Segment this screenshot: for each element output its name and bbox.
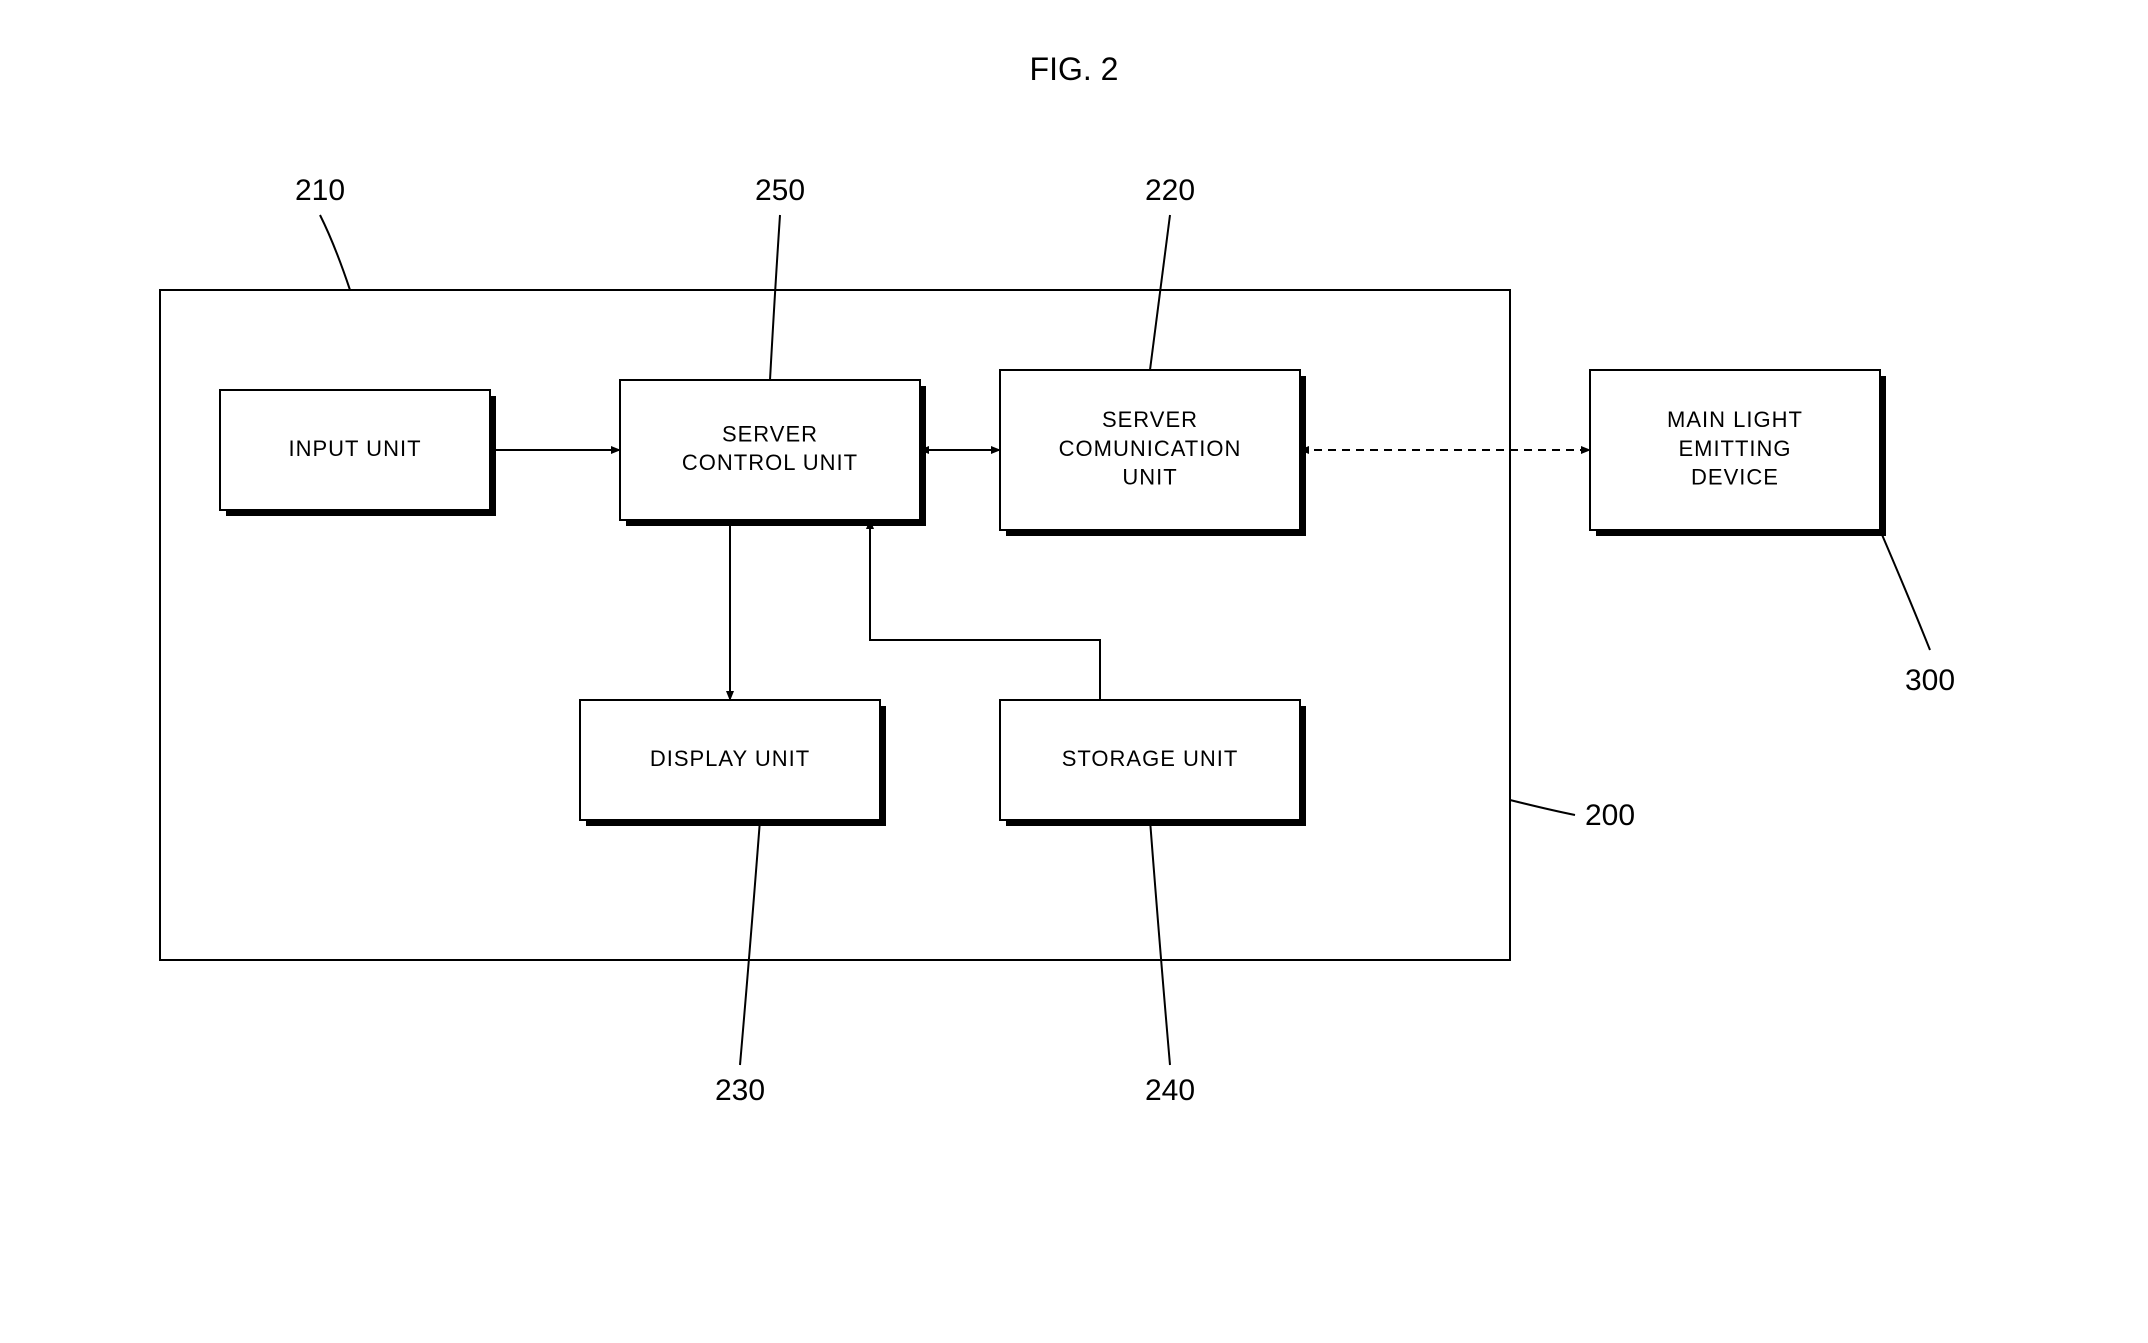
edge-storage-control	[870, 520, 1100, 700]
comm-label: SERVER	[1102, 407, 1198, 432]
figure-title: FIG. 2	[1030, 51, 1119, 87]
ref-210: 210	[295, 174, 345, 207]
control-label: CONTROL UNIT	[682, 450, 858, 475]
main-label: EMITTING	[1678, 436, 1791, 461]
input-label: INPUT UNIT	[288, 436, 421, 461]
ref-300: 300	[1905, 664, 1955, 697]
leader-300	[1880, 530, 1930, 650]
leader-240	[1150, 820, 1170, 1065]
main-label: DEVICE	[1691, 464, 1779, 489]
leader-230	[740, 820, 760, 1065]
control-label: SERVER	[722, 422, 818, 447]
display-label: DISPLAY UNIT	[650, 746, 810, 771]
comm-label: UNIT	[1122, 464, 1177, 489]
ref-200: 200	[1585, 799, 1635, 832]
ref-220: 220	[1145, 174, 1195, 207]
leader-210	[320, 215, 350, 290]
main-label: MAIN LIGHT	[1667, 407, 1803, 432]
block-diagram: FIG. 2 INPUT UNIT SERVER CONTROL UNIT SERVER…	[0, 0, 2148, 1343]
comm-label: COMUNICATION	[1059, 436, 1242, 461]
ref-250: 250	[755, 174, 805, 207]
ref-240: 240	[1145, 1074, 1195, 1107]
storage-label: STORAGE UNIT	[1062, 746, 1239, 771]
leader-220	[1150, 215, 1170, 370]
leader-200	[1510, 800, 1575, 815]
ref-230: 230	[715, 1074, 765, 1107]
leader-250	[770, 215, 780, 380]
